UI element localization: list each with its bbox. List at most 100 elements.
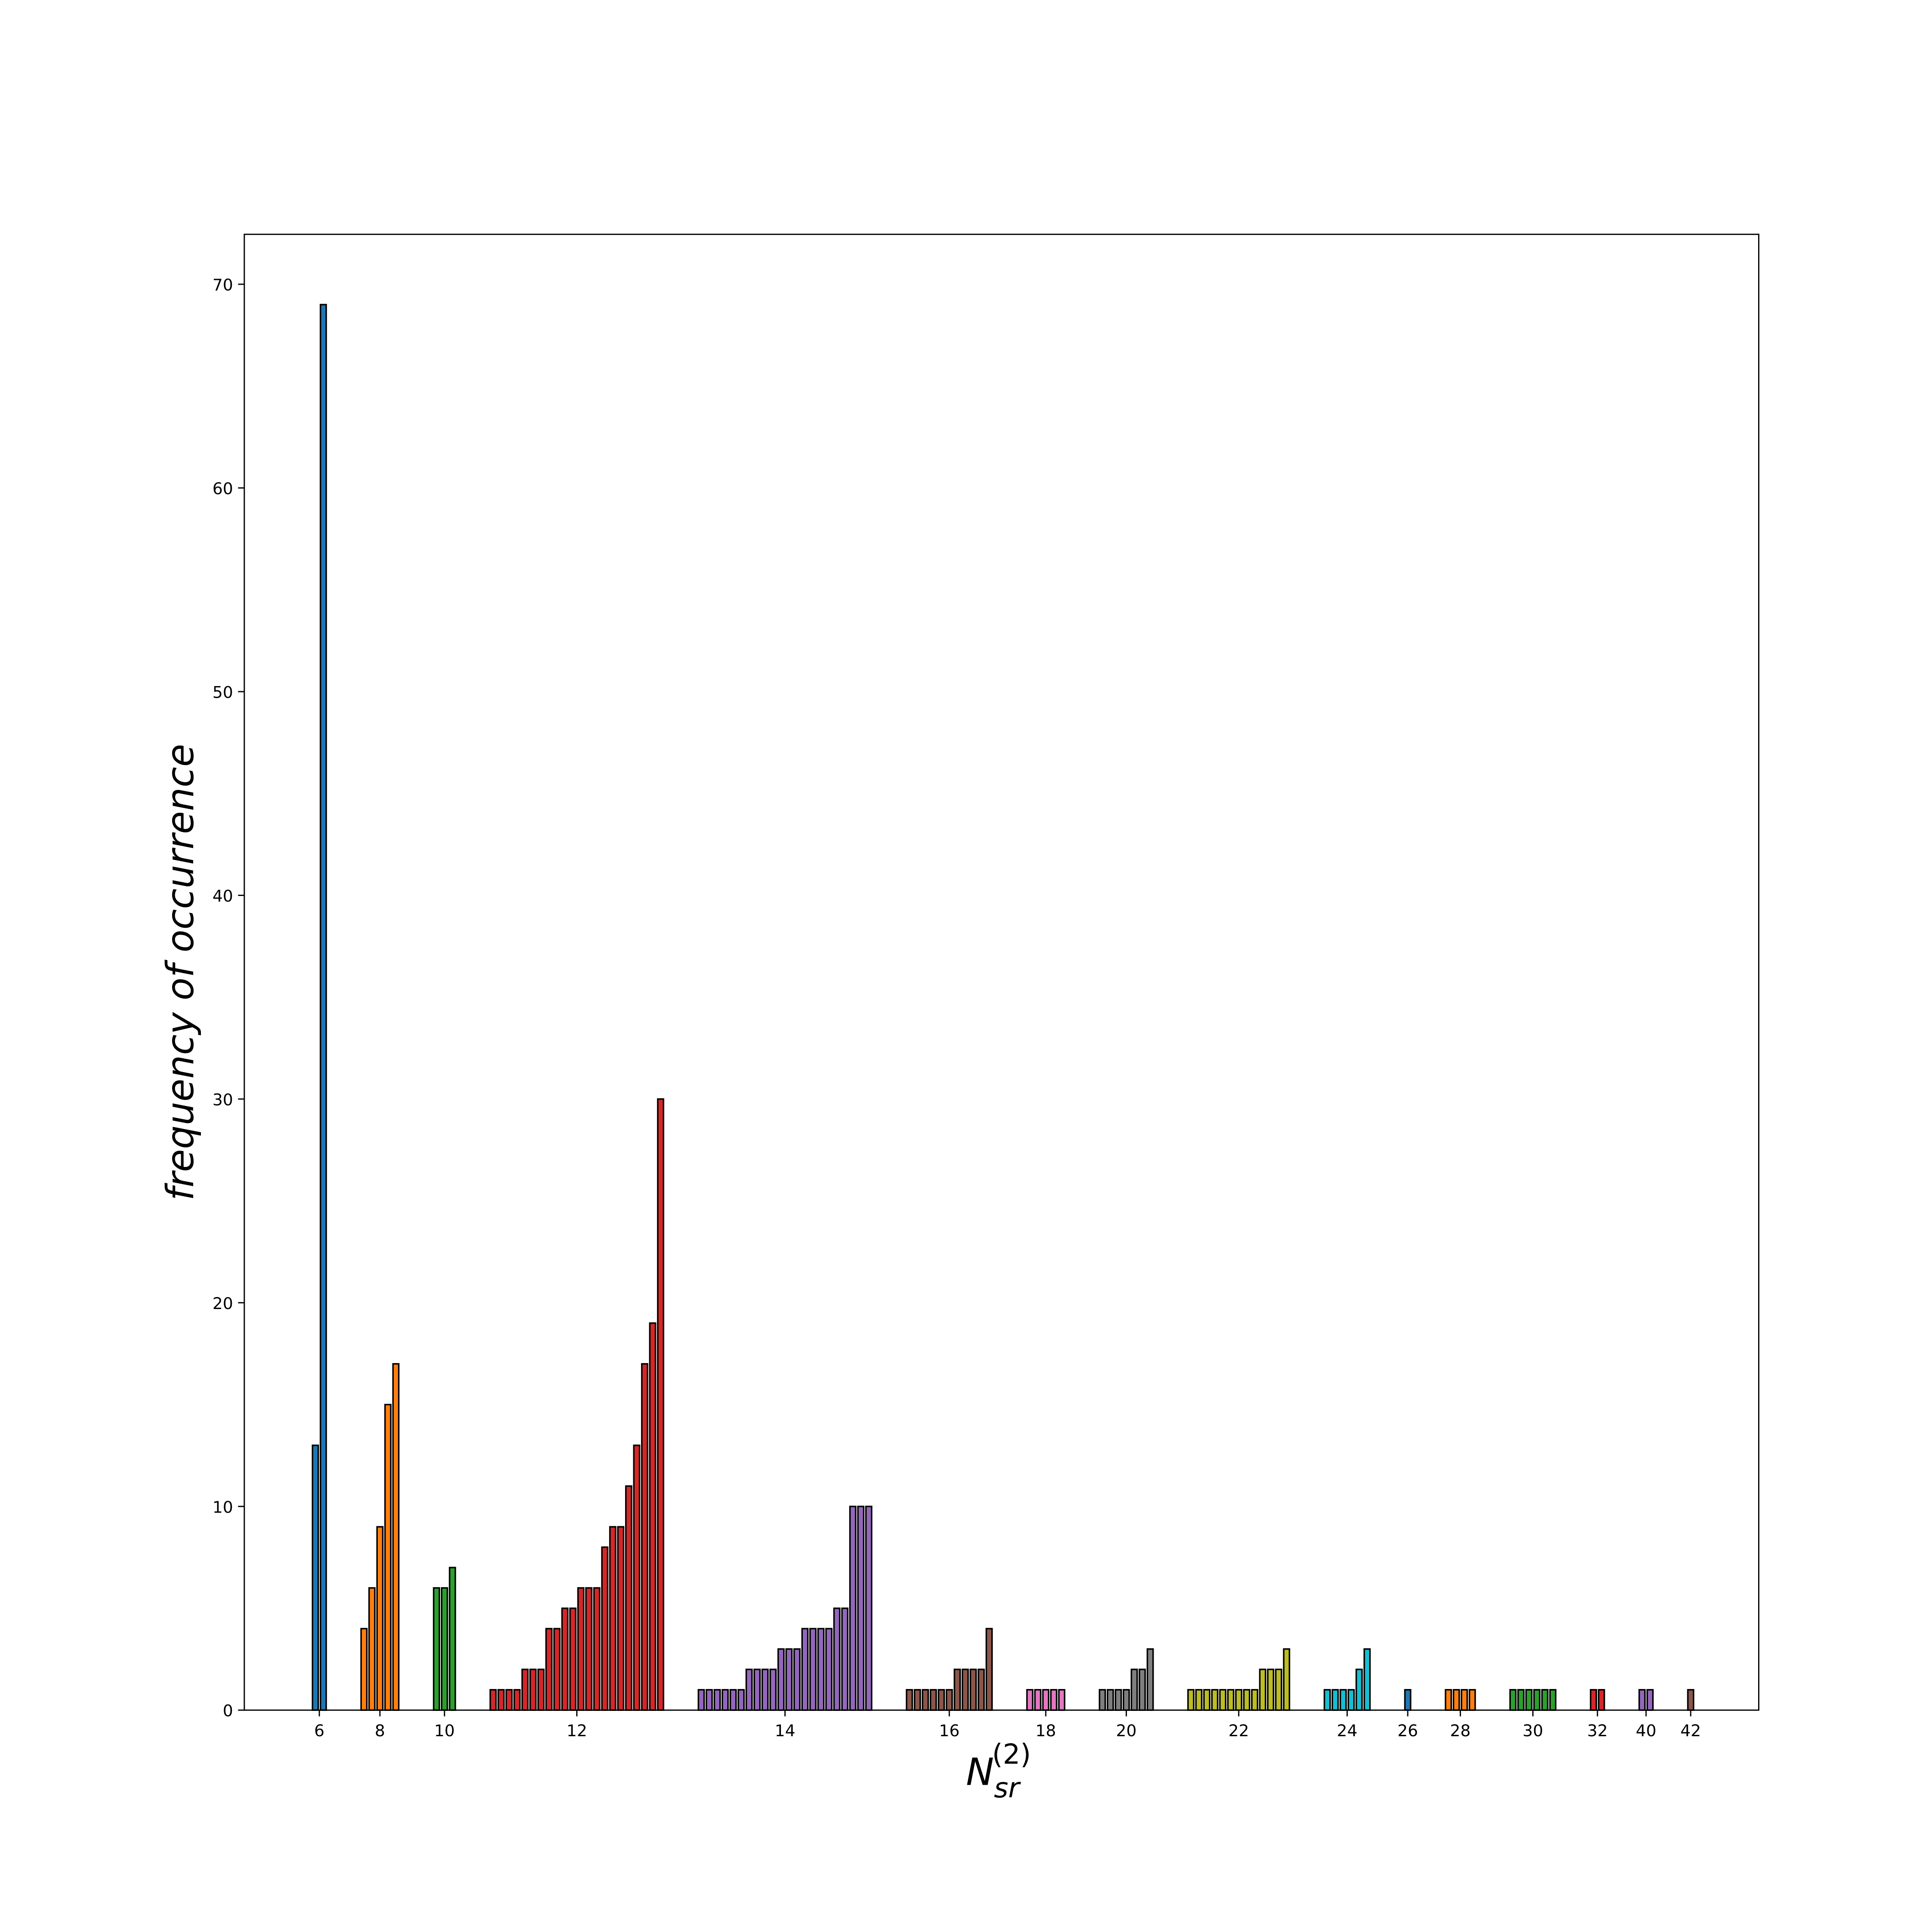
- bar: [569, 1607, 577, 1711]
- bar: [1275, 1668, 1282, 1711]
- x-tick-label: 40: [1636, 1721, 1656, 1740]
- y-tick-label: 30: [213, 1090, 233, 1109]
- x-tick-label: 30: [1522, 1721, 1543, 1740]
- bar: [657, 1098, 665, 1711]
- x-tick-label: 20: [1116, 1721, 1136, 1740]
- bar: [513, 1689, 521, 1711]
- y-tick-label: 50: [213, 683, 233, 702]
- bar: [817, 1628, 825, 1711]
- x-label-sup: (2): [992, 1739, 1031, 1771]
- y-axis-label: frequency of occurrence: [158, 744, 202, 1201]
- bar: [737, 1689, 745, 1711]
- bar: [1026, 1689, 1034, 1711]
- bar: [721, 1689, 729, 1711]
- bar: [1541, 1689, 1549, 1711]
- bar: [585, 1587, 592, 1711]
- bar: [905, 1689, 913, 1711]
- bar: [360, 1628, 368, 1711]
- bar: [312, 1444, 319, 1711]
- bar: [1106, 1689, 1114, 1711]
- bar: [577, 1587, 585, 1711]
- bar: [1461, 1689, 1468, 1711]
- bar: [761, 1668, 769, 1711]
- bar: [865, 1506, 872, 1711]
- bar: [1235, 1689, 1242, 1711]
- bar: [1211, 1689, 1218, 1711]
- bar: [1517, 1689, 1525, 1711]
- bar: [1340, 1689, 1347, 1711]
- bar: [1259, 1668, 1267, 1711]
- bar: [489, 1689, 497, 1711]
- x-tick-label: 18: [1036, 1721, 1056, 1740]
- bar: [449, 1567, 456, 1711]
- bar: [1638, 1689, 1646, 1711]
- bar: [440, 1587, 448, 1711]
- bar: [769, 1668, 777, 1711]
- bar: [930, 1689, 937, 1711]
- bar: [433, 1587, 440, 1711]
- bar: [985, 1628, 993, 1711]
- bar: [1058, 1689, 1066, 1711]
- bar: [785, 1648, 793, 1711]
- bar: [1525, 1689, 1533, 1711]
- bar: [319, 304, 327, 1711]
- x-tick-label: 24: [1337, 1721, 1358, 1740]
- bar: [714, 1689, 721, 1711]
- bar: [1267, 1668, 1274, 1711]
- bar: [1034, 1689, 1042, 1711]
- x-tick-label: 28: [1450, 1721, 1470, 1740]
- bar: [1243, 1689, 1251, 1711]
- bar: [384, 1403, 392, 1711]
- bar: [1146, 1648, 1154, 1711]
- bar: [561, 1607, 569, 1711]
- x-label-base: N: [966, 1750, 994, 1794]
- bar: [969, 1668, 977, 1711]
- bar: [1646, 1689, 1654, 1711]
- bar: [833, 1607, 841, 1711]
- bar: [1099, 1689, 1106, 1711]
- bar: [914, 1689, 921, 1711]
- bar: [505, 1689, 513, 1711]
- bar: [1331, 1689, 1339, 1711]
- x-tick-label: 22: [1228, 1721, 1249, 1740]
- bar: [1187, 1689, 1195, 1711]
- bar: [545, 1628, 553, 1711]
- x-tick-label: 32: [1587, 1721, 1608, 1740]
- bar: [609, 1526, 617, 1711]
- bar: [1355, 1668, 1363, 1711]
- bar: [825, 1628, 833, 1711]
- bar: [617, 1526, 625, 1711]
- bar: [649, 1322, 656, 1711]
- bar: [1452, 1689, 1460, 1711]
- bar: [697, 1689, 705, 1711]
- bar: [1227, 1689, 1235, 1711]
- bar: [625, 1485, 632, 1711]
- x-tick-label: 42: [1680, 1721, 1701, 1740]
- bar: [1363, 1648, 1371, 1711]
- bar: [705, 1689, 713, 1711]
- bar: [1251, 1689, 1258, 1711]
- bar: [1468, 1689, 1476, 1711]
- y-tick-label: 60: [213, 479, 233, 498]
- bar: [1203, 1689, 1211, 1711]
- bar: [857, 1506, 865, 1711]
- bar: [1445, 1689, 1452, 1711]
- bar: [921, 1689, 929, 1711]
- x-tick-label: 10: [434, 1721, 455, 1740]
- bar: [1687, 1689, 1695, 1711]
- bar: [809, 1628, 817, 1711]
- bar: [1139, 1668, 1146, 1711]
- x-tick-label: 14: [775, 1721, 795, 1740]
- bar: [633, 1444, 641, 1711]
- bar: [729, 1689, 737, 1711]
- bar: [1122, 1689, 1130, 1711]
- bar: [392, 1363, 400, 1711]
- bar: [1549, 1689, 1557, 1711]
- bar: [1115, 1689, 1122, 1711]
- bar: [1130, 1668, 1138, 1711]
- bar: [978, 1668, 985, 1711]
- bar: [1323, 1689, 1331, 1711]
- plot-frame: [243, 234, 1759, 1711]
